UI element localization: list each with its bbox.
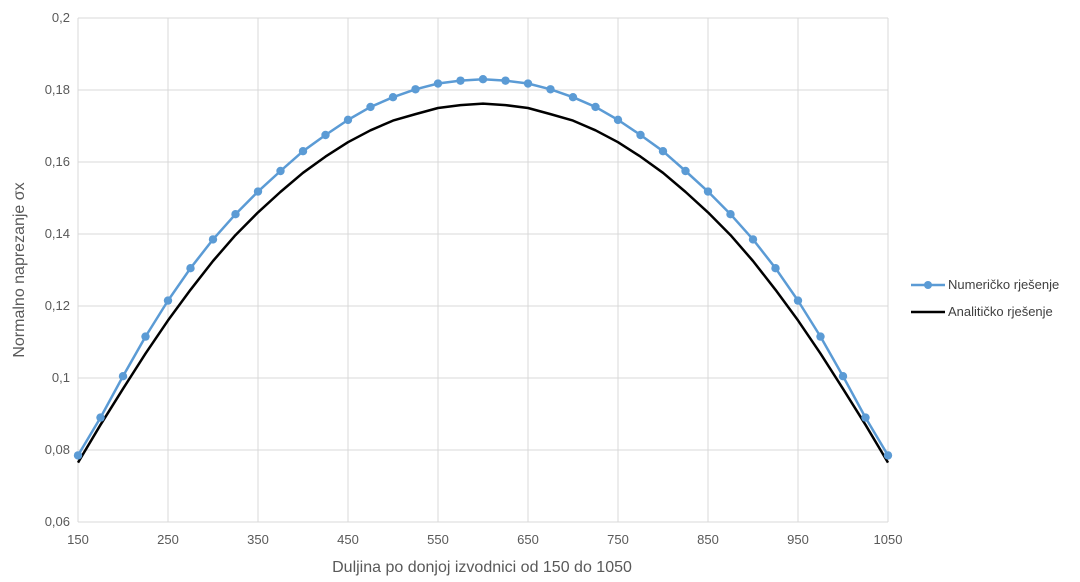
data-point [793, 296, 803, 305]
data-point [591, 102, 600, 112]
legend-label-analiticko: Analitičko rješenje [948, 304, 1053, 319]
series-line [76, 102, 890, 464]
series-layer [73, 75, 893, 464]
data-point [478, 75, 488, 84]
y-tick-label: 0,18 [45, 82, 70, 97]
x-tick-label: 150 [67, 532, 89, 547]
data-point [186, 264, 195, 273]
data-point [726, 210, 735, 219]
legend-item-numericko: Numeričko rješenje [911, 277, 1059, 292]
data-point [163, 296, 173, 305]
data-point [883, 451, 893, 460]
legend-item-analiticko: Analitičko rješenje [911, 304, 1053, 319]
data-point [298, 147, 308, 156]
y-tick-label: 0,16 [45, 154, 70, 169]
data-point [748, 235, 758, 244]
series-line [76, 77, 890, 457]
data-point [141, 332, 150, 341]
data-point [681, 166, 690, 176]
data-point [771, 264, 780, 273]
data-point [118, 372, 128, 381]
data-point [816, 332, 825, 341]
y-tick-label: 0,06 [45, 514, 70, 529]
x-tick-label: 650 [517, 532, 539, 547]
x-tick-label: 1050 [874, 532, 903, 547]
legend-label-numericko: Numeričko rješenje [948, 277, 1059, 292]
x-axis-ticks: 150 250 350 450 550 650 750 850 950 1050 [67, 532, 902, 547]
data-point [501, 76, 510, 85]
legend: Numeričko rješenje Analitičko rješenje [911, 277, 1059, 319]
data-point [96, 413, 105, 422]
y-axis-ticks: 0,06 0,08 0,1 0,12 0,14 0,16 0,18 0,2 [45, 10, 70, 529]
data-point [433, 79, 443, 88]
data-point [231, 210, 240, 219]
x-tick-label: 850 [697, 532, 719, 547]
data-point [343, 115, 353, 125]
data-point [388, 93, 398, 102]
y-tick-label: 0,08 [45, 442, 70, 457]
series-analiticko [76, 102, 890, 464]
y-axis-title: Normalno naprezanje σx [11, 182, 28, 357]
data-point [838, 372, 848, 381]
legend-marker-numericko [924, 281, 932, 289]
gridlines [77, 17, 889, 523]
data-point [276, 166, 285, 176]
data-point [411, 85, 420, 94]
data-point [523, 79, 533, 88]
data-point [208, 235, 218, 244]
x-tick-label: 450 [337, 532, 359, 547]
data-point [253, 187, 263, 196]
x-tick-label: 950 [787, 532, 809, 547]
y-tick-label: 0,14 [45, 226, 70, 241]
x-tick-label: 750 [607, 532, 629, 547]
data-point [861, 413, 870, 422]
data-point [321, 130, 330, 140]
data-point [613, 115, 623, 125]
data-point [366, 102, 375, 112]
y-tick-label: 0,2 [52, 10, 70, 25]
data-point [636, 130, 645, 140]
series-numericko [73, 75, 893, 460]
x-tick-label: 550 [427, 532, 449, 547]
y-tick-label: 0,12 [45, 298, 70, 313]
data-point [456, 76, 465, 85]
x-axis-title: Duljina po donjoj izvodnici od 150 do 10… [332, 559, 632, 576]
data-point [658, 147, 668, 156]
data-point [568, 93, 578, 102]
data-point [546, 85, 555, 94]
x-tick-label: 250 [157, 532, 179, 547]
x-tick-label: 350 [247, 532, 269, 547]
y-tick-label: 0,1 [52, 370, 70, 385]
data-point [703, 187, 713, 196]
data-point [73, 451, 83, 460]
